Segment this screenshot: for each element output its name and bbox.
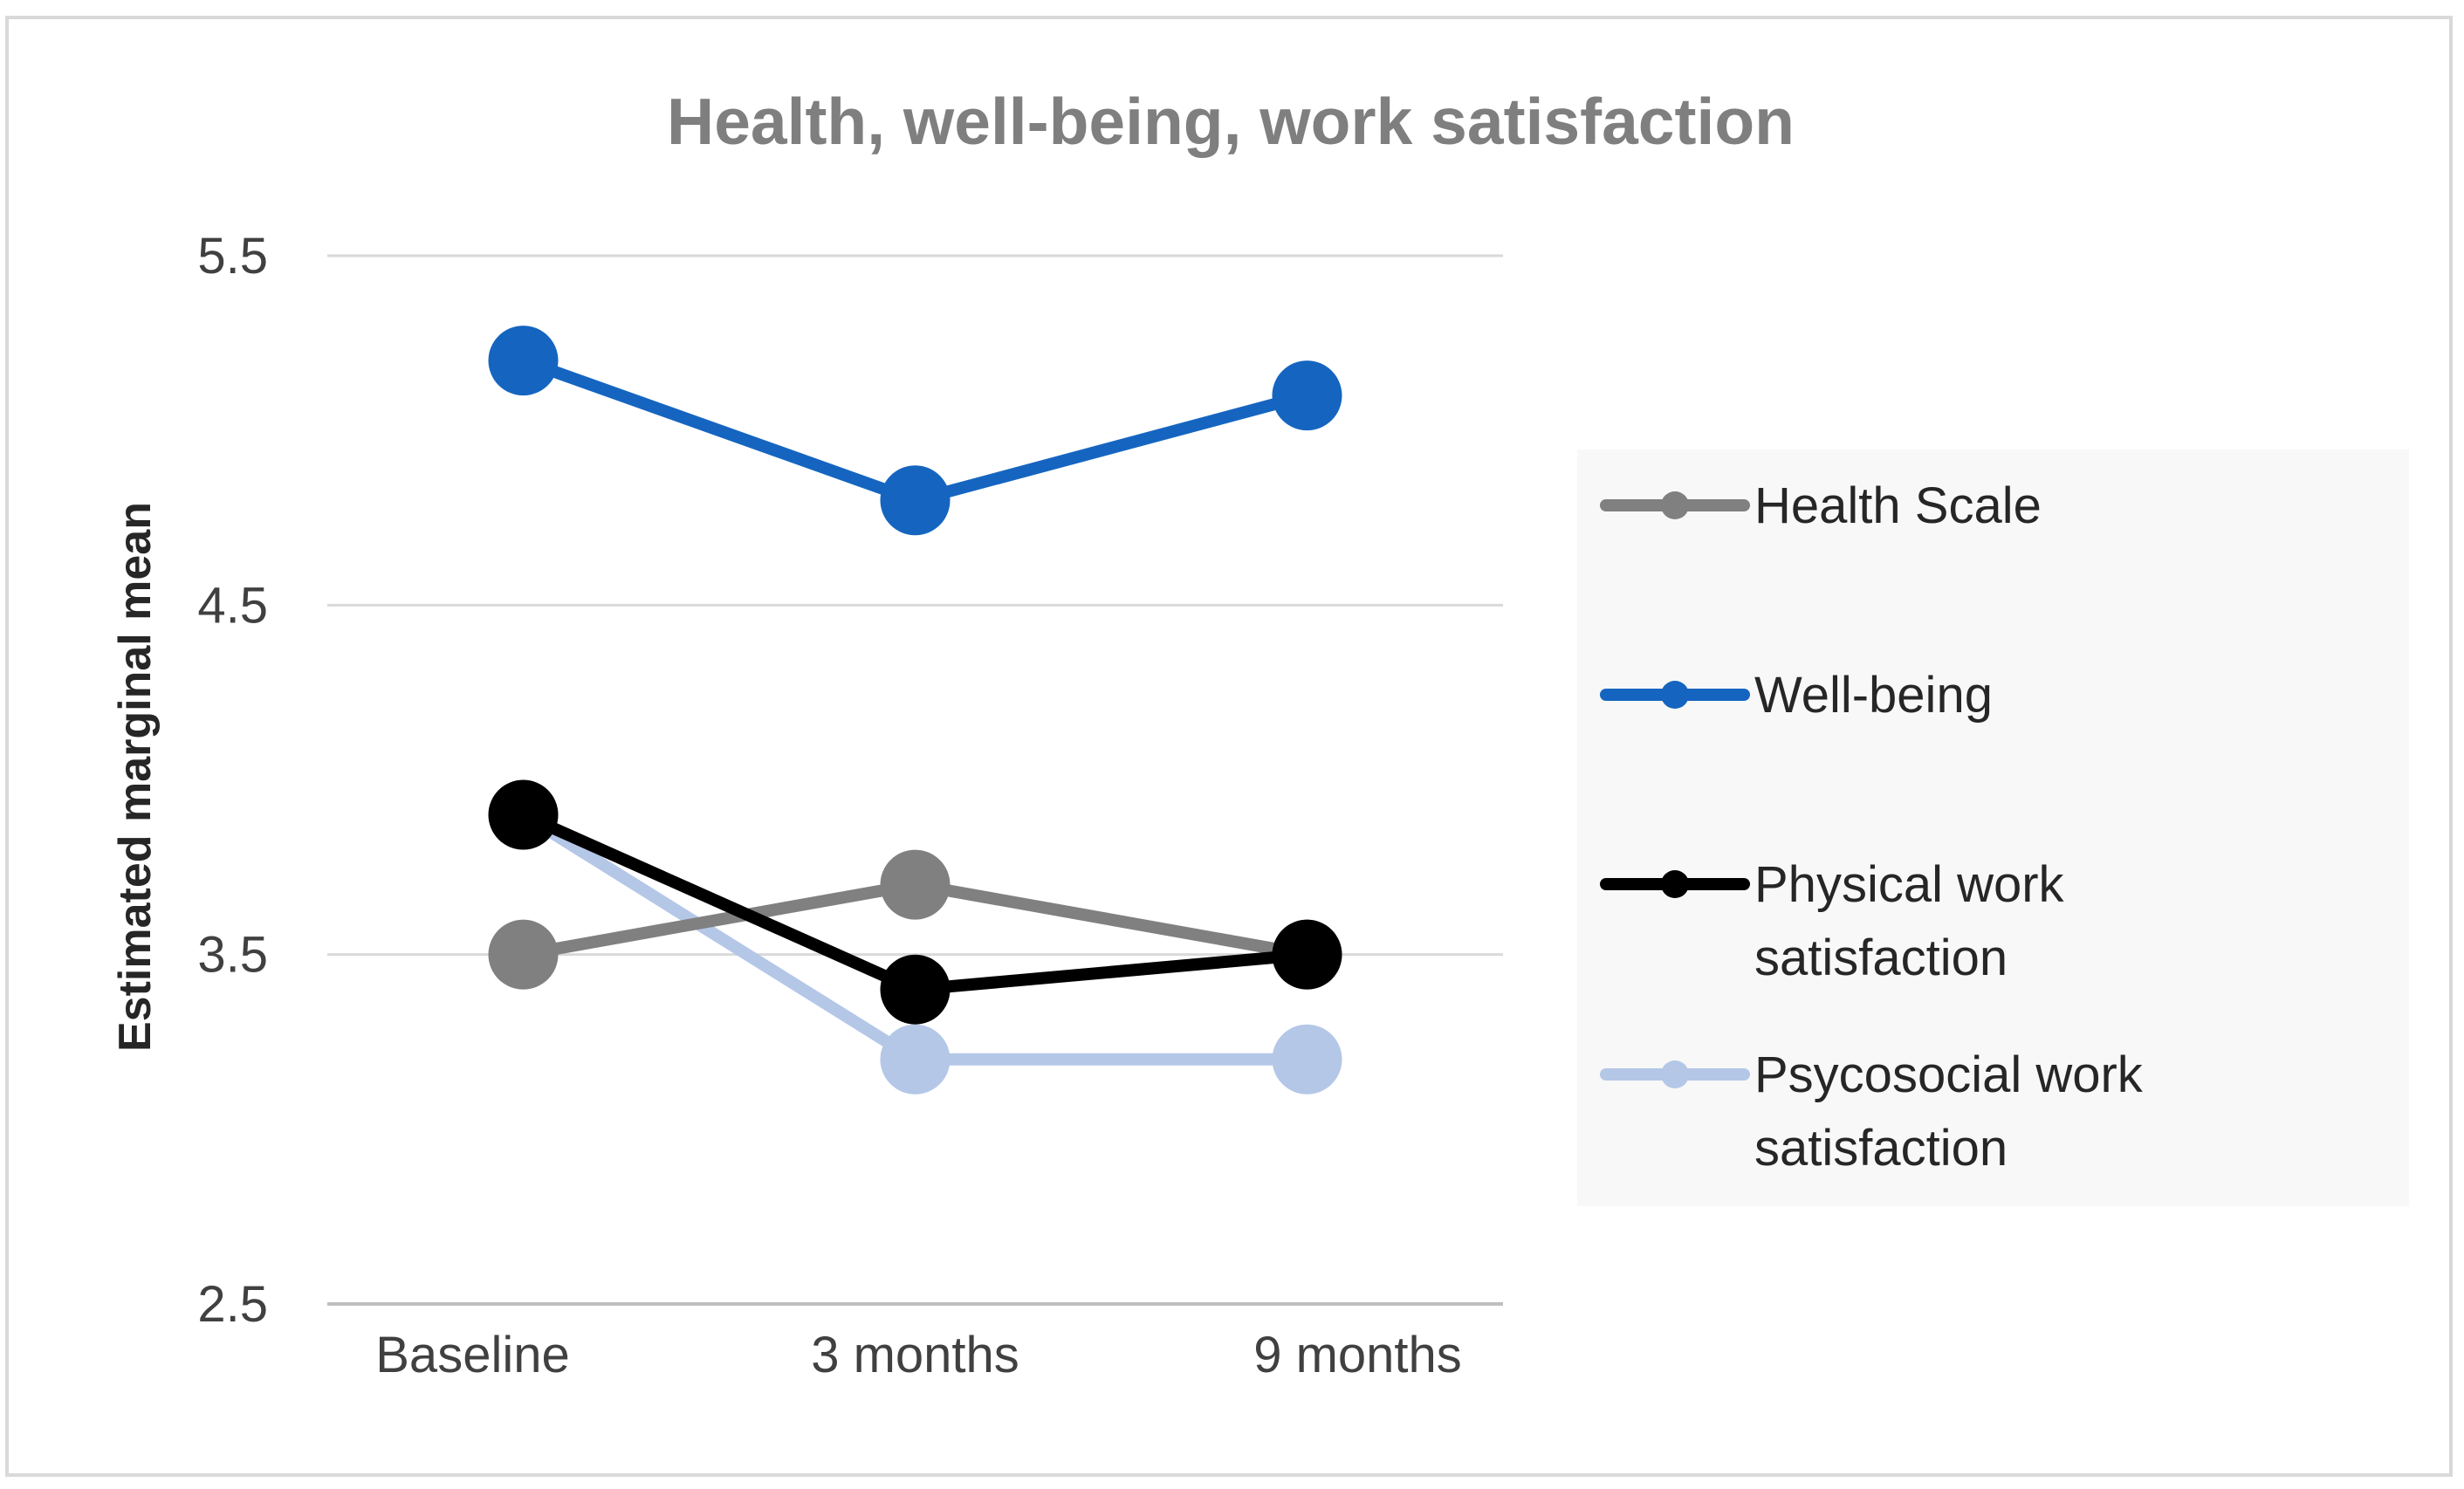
series-group	[488, 326, 1342, 1094]
data-point	[880, 849, 951, 920]
series-physical-work-satisfaction	[488, 779, 1342, 1025]
legend-item: Health Scale	[1600, 477, 2042, 534]
data-point	[488, 779, 559, 850]
legend-item: Psycosocial work satisfaction	[1600, 1046, 2144, 1177]
legend-marker	[1661, 491, 1689, 519]
axis-ticks: 2.5 3.5 4.5 5.5 Baseline 3 months 9 months	[197, 228, 1461, 1383]
legend-label: Physical work satisfaction	[1754, 856, 2065, 986]
x-tick-label: 3 months	[811, 1327, 1019, 1383]
data-point	[880, 1024, 951, 1094]
data-point	[488, 326, 559, 396]
data-point	[880, 465, 951, 536]
chart-title: Health, well-being, work satisfaction	[667, 85, 1795, 158]
legend-item: Well-being	[1600, 667, 1993, 724]
y-tick-label: 2.5	[197, 1276, 268, 1333]
legend-label: Health Scale	[1754, 477, 2042, 534]
data-point	[488, 919, 559, 990]
y-tick-label: 4.5	[197, 577, 268, 634]
series-well-being	[488, 326, 1342, 536]
legend-item: Physical work satisfaction	[1600, 856, 2065, 986]
legend-marker	[1661, 1060, 1689, 1088]
legend-label: Psycosocial work satisfaction	[1754, 1046, 2144, 1177]
data-point	[1272, 919, 1342, 990]
y-tick-label: 3.5	[197, 927, 268, 984]
data-point	[1272, 1024, 1342, 1094]
y-tick-label: 5.5	[197, 228, 268, 285]
legend: Health Scale Well-being Physical work satis…	[1600, 477, 2144, 1177]
legend-label: Well-being	[1754, 667, 1993, 724]
x-tick-label: Baseline	[375, 1327, 569, 1383]
legend-marker	[1661, 870, 1689, 898]
x-tick-label: 9 months	[1253, 1327, 1462, 1383]
data-point	[880, 954, 951, 1025]
data-point	[1272, 360, 1342, 431]
y-axis-label: Estimated marginal mean	[110, 502, 161, 1052]
legend-marker	[1661, 681, 1689, 709]
